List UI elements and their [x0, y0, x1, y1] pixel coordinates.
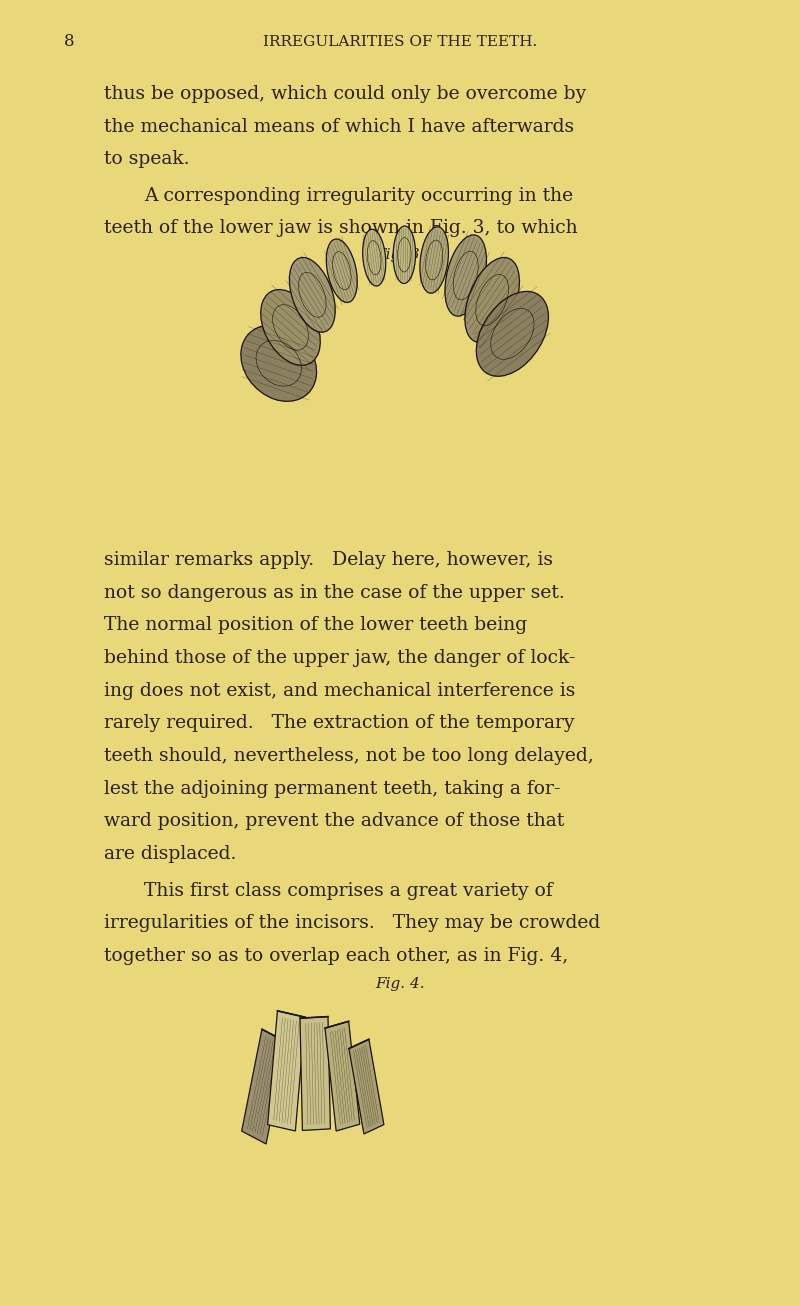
Text: thus be opposed, which could only be overcome by: thus be opposed, which could only be ove…	[104, 85, 586, 103]
Text: teeth of the lower jaw is shown in Fig. 3, to which: teeth of the lower jaw is shown in Fig. …	[104, 219, 578, 238]
Text: ward position, prevent the advance of those that: ward position, prevent the advance of th…	[104, 812, 564, 831]
Text: similar remarks apply.   Delay here, however, is: similar remarks apply. Delay here, howev…	[104, 551, 553, 569]
Polygon shape	[325, 1021, 360, 1131]
Polygon shape	[268, 1011, 305, 1131]
Polygon shape	[242, 1029, 286, 1144]
Text: lest the adjoining permanent teeth, taking a for-: lest the adjoining permanent teeth, taki…	[104, 780, 560, 798]
Text: behind those of the upper jaw, the danger of lock-: behind those of the upper jaw, the dange…	[104, 649, 575, 667]
Ellipse shape	[326, 239, 358, 303]
Text: 8: 8	[64, 33, 74, 50]
Ellipse shape	[445, 235, 486, 316]
Ellipse shape	[420, 227, 449, 293]
Text: Fig. 4.: Fig. 4.	[375, 977, 425, 991]
Text: This first class comprises a great variety of: This first class comprises a great varie…	[144, 882, 553, 900]
Text: irregularities of the incisors.   They may be crowded: irregularities of the incisors. They may…	[104, 914, 600, 932]
Text: ing does not exist, and mechanical interference is: ing does not exist, and mechanical inter…	[104, 682, 575, 700]
Text: rarely required.   The extraction of the temporary: rarely required. The extraction of the t…	[104, 714, 574, 733]
Ellipse shape	[241, 325, 317, 401]
Polygon shape	[349, 1040, 384, 1134]
Ellipse shape	[362, 230, 386, 286]
Text: teeth should, nevertheless, not be too long delayed,: teeth should, nevertheless, not be too l…	[104, 747, 594, 765]
Ellipse shape	[290, 257, 335, 332]
Text: the mechanical means of which I have afterwards: the mechanical means of which I have aft…	[104, 118, 574, 136]
Text: are displaced.: are displaced.	[104, 845, 236, 863]
Polygon shape	[300, 1016, 330, 1131]
Text: to speak.: to speak.	[104, 150, 190, 168]
Text: IRREGULARITIES OF THE TEETH.: IRREGULARITIES OF THE TEETH.	[263, 35, 537, 48]
Text: A corresponding irregularity occurring in the: A corresponding irregularity occurring i…	[144, 187, 573, 205]
Text: not so dangerous as in the case of the upper set.: not so dangerous as in the case of the u…	[104, 584, 565, 602]
Text: The normal position of the lower teeth being: The normal position of the lower teeth b…	[104, 616, 527, 635]
Text: Fig. 3.: Fig. 3.	[375, 248, 425, 263]
Ellipse shape	[261, 290, 320, 366]
Ellipse shape	[393, 226, 415, 283]
Ellipse shape	[465, 257, 519, 342]
Ellipse shape	[476, 291, 549, 376]
Text: together so as to overlap each other, as in Fig. 4,: together so as to overlap each other, as…	[104, 947, 568, 965]
